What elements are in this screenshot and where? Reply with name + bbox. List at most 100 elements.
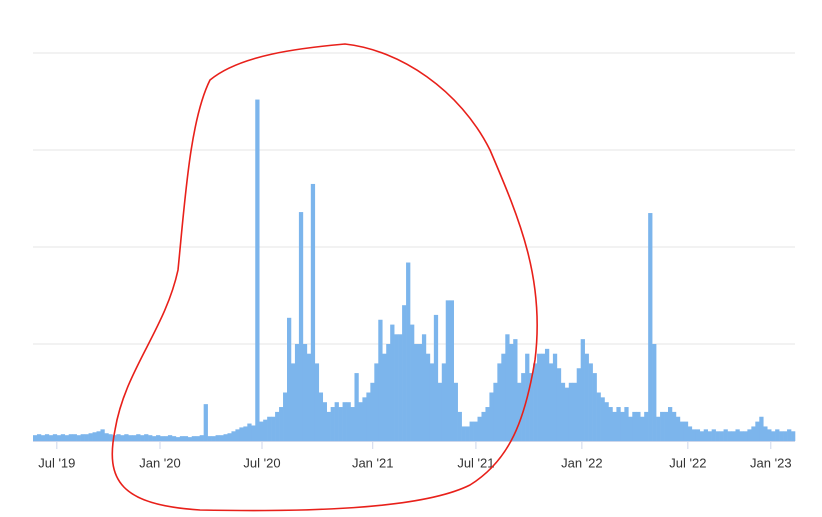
bar <box>108 434 113 441</box>
bar <box>334 402 339 441</box>
bar <box>759 416 764 441</box>
bar <box>648 213 653 441</box>
bar <box>374 363 379 441</box>
bar <box>382 353 387 441</box>
bar <box>302 344 308 441</box>
bar <box>287 317 292 441</box>
bar <box>695 429 701 441</box>
bar <box>179 436 185 441</box>
bar <box>195 436 200 441</box>
bar <box>485 407 490 441</box>
bar <box>620 411 625 441</box>
bar <box>68 434 73 441</box>
bar <box>148 435 153 441</box>
bar <box>156 435 161 441</box>
bar <box>755 421 760 441</box>
bar <box>679 421 685 441</box>
bar <box>350 407 355 441</box>
bar <box>775 429 780 441</box>
bar <box>271 416 276 441</box>
bar <box>259 421 264 441</box>
bar <box>747 429 752 441</box>
bar <box>144 434 149 441</box>
bar <box>72 434 77 441</box>
bar <box>330 407 335 441</box>
bar <box>640 416 645 441</box>
bar <box>96 431 101 441</box>
bar <box>84 434 89 441</box>
bar <box>88 433 93 441</box>
bar <box>263 419 268 441</box>
bar <box>223 434 228 441</box>
bar <box>703 429 708 441</box>
bar <box>767 429 772 441</box>
bar <box>433 314 439 441</box>
x-tick-label: Jul '19 <box>38 455 75 470</box>
bar <box>497 363 502 441</box>
bar <box>660 411 665 441</box>
x-tick-label: Jan '22 <box>561 455 603 470</box>
x-tick-label: Jan '20 <box>139 455 181 470</box>
bar <box>215 435 220 441</box>
bar <box>541 353 546 441</box>
bar <box>509 344 514 441</box>
bar <box>306 353 312 441</box>
x-tick-label: Jul '21 <box>457 455 494 470</box>
bar <box>664 411 669 441</box>
bar <box>481 411 486 441</box>
bar <box>632 411 637 441</box>
bar <box>116 434 121 441</box>
bar <box>537 353 542 441</box>
bar <box>477 416 482 441</box>
bar <box>402 305 407 441</box>
bar <box>668 407 673 441</box>
bar <box>279 407 284 441</box>
bar <box>743 431 748 441</box>
bar <box>160 436 165 441</box>
bar <box>564 387 570 441</box>
bar <box>461 426 466 441</box>
bar <box>453 382 458 441</box>
bar <box>211 436 216 441</box>
bar <box>33 435 38 441</box>
bar <box>727 431 732 441</box>
bar <box>354 373 359 441</box>
bar <box>56 435 62 441</box>
bar <box>227 433 232 441</box>
x-tick-label: Jul '20 <box>243 455 280 470</box>
bar <box>552 353 558 441</box>
bar <box>457 411 462 441</box>
bar <box>521 373 526 441</box>
bar <box>616 407 621 441</box>
bar <box>731 431 736 441</box>
bar <box>441 363 447 441</box>
bar <box>167 435 173 441</box>
bar <box>175 437 181 441</box>
bar <box>318 392 324 441</box>
bar <box>548 363 554 441</box>
bar <box>771 431 776 441</box>
bar <box>36 434 42 441</box>
bar <box>489 392 494 441</box>
bar <box>370 382 375 441</box>
bar <box>104 433 109 441</box>
bar <box>80 434 85 441</box>
bar <box>751 426 756 441</box>
x-tick-label: Jan '21 <box>352 455 394 470</box>
bar <box>60 434 66 441</box>
bar <box>410 324 415 441</box>
bar <box>231 431 236 441</box>
bar <box>378 319 383 441</box>
bar <box>699 431 705 441</box>
bar <box>596 392 601 441</box>
bar <box>92 432 97 441</box>
bar <box>791 431 796 441</box>
bar <box>576 368 581 441</box>
bar <box>199 435 204 441</box>
bar <box>191 436 197 441</box>
bar <box>544 348 550 441</box>
bar <box>322 402 327 441</box>
bar <box>656 416 661 441</box>
